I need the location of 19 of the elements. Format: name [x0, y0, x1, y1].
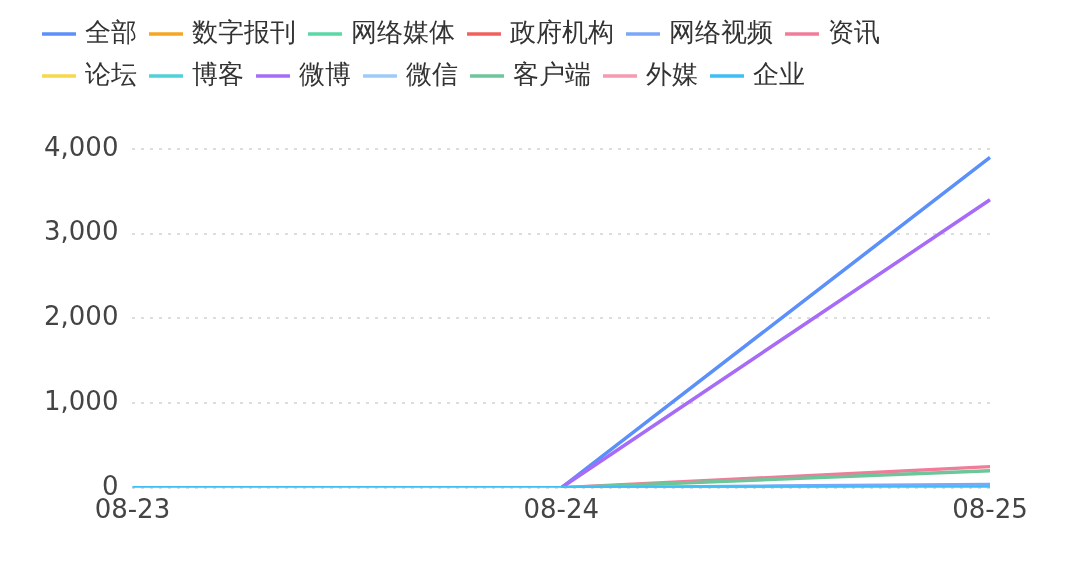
x-tick-label: 08-25	[952, 494, 1028, 525]
y-tick-label: 2,000	[44, 301, 119, 332]
legend-label: 企业	[753, 58, 805, 89]
legend-label: 微博	[299, 58, 351, 89]
legend-label: 博客	[192, 58, 244, 89]
x-tick-label: 08-24	[523, 494, 599, 525]
legend-label: 论坛	[85, 58, 137, 89]
legend-label: 网络视频	[669, 16, 773, 47]
legend-label: 资讯	[828, 16, 880, 47]
legend-label: 数字报刊	[192, 16, 296, 47]
legend-label: 外媒	[646, 58, 698, 89]
legend-label: 政府机构	[510, 16, 614, 47]
legend-label: 微信	[406, 58, 458, 89]
legend-label: 客户端	[513, 58, 591, 89]
legend-label: 网络媒体	[351, 16, 455, 47]
y-tick-label: 4,000	[44, 131, 119, 162]
y-tick-label: 1,000	[44, 385, 119, 416]
y-tick-label: 3,000	[44, 216, 119, 247]
legend-label: 全部	[85, 16, 137, 47]
